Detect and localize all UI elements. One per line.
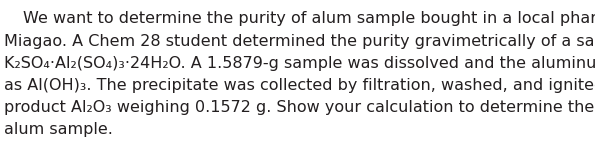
Text: We want to determine the purity of alum sample bought in a local pharmacy in: We want to determine the purity of alum …: [23, 11, 595, 26]
Text: Miagao. A Chem 28 student determined the purity gravimetrically of a sample of a: Miagao. A Chem 28 student determined the…: [4, 34, 595, 49]
Text: alum sample.: alum sample.: [4, 122, 113, 137]
Text: K₂SO₄·Al₂(SO₄)₃·24H₂O. A 1.5879-g sample was dissolved and the aluminum precipit: K₂SO₄·Al₂(SO₄)₃·24H₂O. A 1.5879-g sample…: [4, 56, 595, 71]
Text: as Al(OH)₃. The precipitate was collected by filtration, washed, and ignited to : as Al(OH)₃. The precipitate was collecte…: [4, 78, 595, 93]
Text: product Al₂O₃ weighing 0.1572 g. Show your calculation to determine the purity o: product Al₂O₃ weighing 0.1572 g. Show yo…: [4, 100, 595, 115]
